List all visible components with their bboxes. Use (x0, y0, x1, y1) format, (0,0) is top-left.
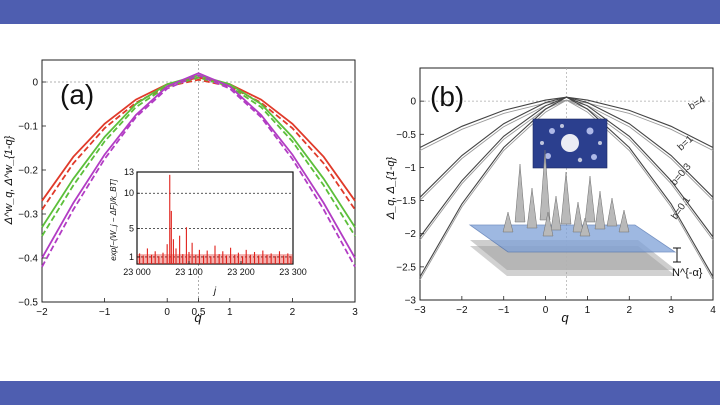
panel-a-xtick-label: 0.5 (192, 307, 206, 318)
panel-b-xtick-label: −1 (498, 305, 510, 316)
panel-b-xtick-label: −2 (456, 305, 468, 316)
panel-a-xtick-label: 2 (290, 307, 296, 318)
inset-xtick-label: 23 200 (227, 267, 255, 277)
panel-b-ytick-label: −1 (405, 163, 417, 174)
panel-b-label: (b) (430, 81, 464, 112)
panel-a-curve-red-dashed (41, 78, 356, 211)
inset-bars (137, 174, 293, 264)
n-alpha-marker (673, 247, 681, 263)
panel-a-ytick-label: −0.1 (18, 122, 38, 133)
surface-spike (572, 201, 584, 233)
panel-b-curve-3 (419, 96, 714, 278)
inset-ylabel: exp[−(W_j − ΔF)/k_BT] (109, 179, 118, 261)
surface-spike (514, 163, 526, 223)
panel-a-ylabel: Δ^w_q, Δ^w_{1-q} (3, 135, 15, 225)
panel-b-xtick-label: 4 (710, 305, 716, 316)
panel-a-xtick-label: −2 (36, 307, 48, 318)
inset-ticks: 23 000 23 100 23 200 23 300 1 5 10 13 (123, 167, 307, 277)
panel-b-xtick-label: 3 (668, 305, 674, 316)
panel-a-curve-green-dashed (41, 76, 356, 237)
panel-b-xtick-label: 0 (543, 305, 549, 316)
surface-spike (618, 209, 630, 233)
surface-spike (606, 197, 618, 227)
panel-b-xtick-label: 1 (585, 305, 591, 316)
panel-b-ytick-label: 0 (410, 97, 416, 108)
top-banner (0, 0, 720, 24)
panel-b-curves (419, 96, 714, 281)
surface-spike (539, 149, 551, 221)
panel-a-ytick-label: −0.5 (18, 298, 38, 309)
panel-b-ytick-label: −2.5 (396, 262, 416, 273)
panel-a-ytick-label: −0.2 (18, 166, 38, 177)
panel-a: −2 −1 0 0.5 1 2 3 0 −0.1 −0.2 −0.3 −0.4 −0.5 (a) q Δ… (3, 59, 358, 325)
panel-a-xtick-label: −1 (99, 307, 111, 318)
surface-spike (594, 190, 606, 230)
panel-b-ticks: −3 −2 −1 0 1 2 3 4 0 −0.5 −1 −1.5 −2 −2.5 −3 (396, 97, 716, 316)
surface-spike (542, 211, 554, 237)
inset-ytick-label: 13 (124, 167, 134, 177)
panel-a-curve-purple-solid (41, 72, 356, 259)
surface-spike (584, 175, 596, 223)
inset-xtick-label: 23 100 (175, 267, 203, 277)
inset-xtick-label: 23 000 (123, 267, 151, 277)
panel-b-ytick-label: −2 (405, 229, 417, 240)
surface-spike (550, 195, 562, 231)
panel-a-xtick-label: 1 (227, 307, 233, 318)
panel-a-ytick-label: −0.3 (18, 210, 38, 221)
panel-a-inset: 23 000 23 100 23 200 23 300 1 5 10 13 j exp[−(W… (109, 167, 307, 297)
panel-b-ytick-label: −1.5 (396, 196, 416, 207)
panel-a-xtick-label: 0 (164, 307, 170, 318)
inset-ytick-label: 10 (124, 188, 134, 198)
panel-a-curve-purple-dashed (41, 74, 356, 268)
panel-a-ytick-label: −0.4 (18, 254, 38, 265)
panel-b-xtick-label: −3 (414, 305, 426, 316)
inset-ytick-label: 5 (129, 224, 134, 234)
panel-b-curve-shadow-3 (419, 99, 714, 281)
panel-a-label: (a) (60, 79, 94, 110)
surface-spike (579, 217, 591, 237)
n-alpha-label: N^{-α} (672, 267, 703, 279)
inset-xlabel: j (212, 286, 217, 297)
surface-spike (502, 211, 514, 233)
panel-b-ytick-label: −0.5 (396, 130, 416, 141)
panel-b-ylabel: Δ_q, Δ_{1-q} (385, 156, 397, 220)
surface-spike (526, 187, 538, 229)
panel-b-ytick-label: −3 (405, 296, 417, 307)
bottom-banner (0, 381, 720, 405)
panel-b: −3 −2 −1 0 1 2 3 4 0 −0.5 −1 −1.5 −2 −2.5 −3 (b) q Δ_q… (385, 67, 716, 325)
panel-a-ytick-label: 0 (32, 78, 38, 89)
inset-xtick-label: 23 300 (279, 267, 307, 277)
panel-b-xtick-label: 2 (627, 305, 633, 316)
panel-a-ticks: −2 −1 0 0.5 1 2 3 0 −0.1 −0.2 −0.3 −0.4 −0.5 (18, 78, 358, 319)
surface-plot-illustration (468, 149, 677, 276)
surface-spike (560, 171, 572, 225)
inset-ytick-label: 1 (129, 252, 134, 262)
panel-a-curves (41, 72, 356, 268)
panel-b-xlabel: q (561, 310, 569, 325)
panel-a-xtick-label: 3 (352, 307, 358, 318)
panel-a-xlabel: q (194, 310, 202, 325)
